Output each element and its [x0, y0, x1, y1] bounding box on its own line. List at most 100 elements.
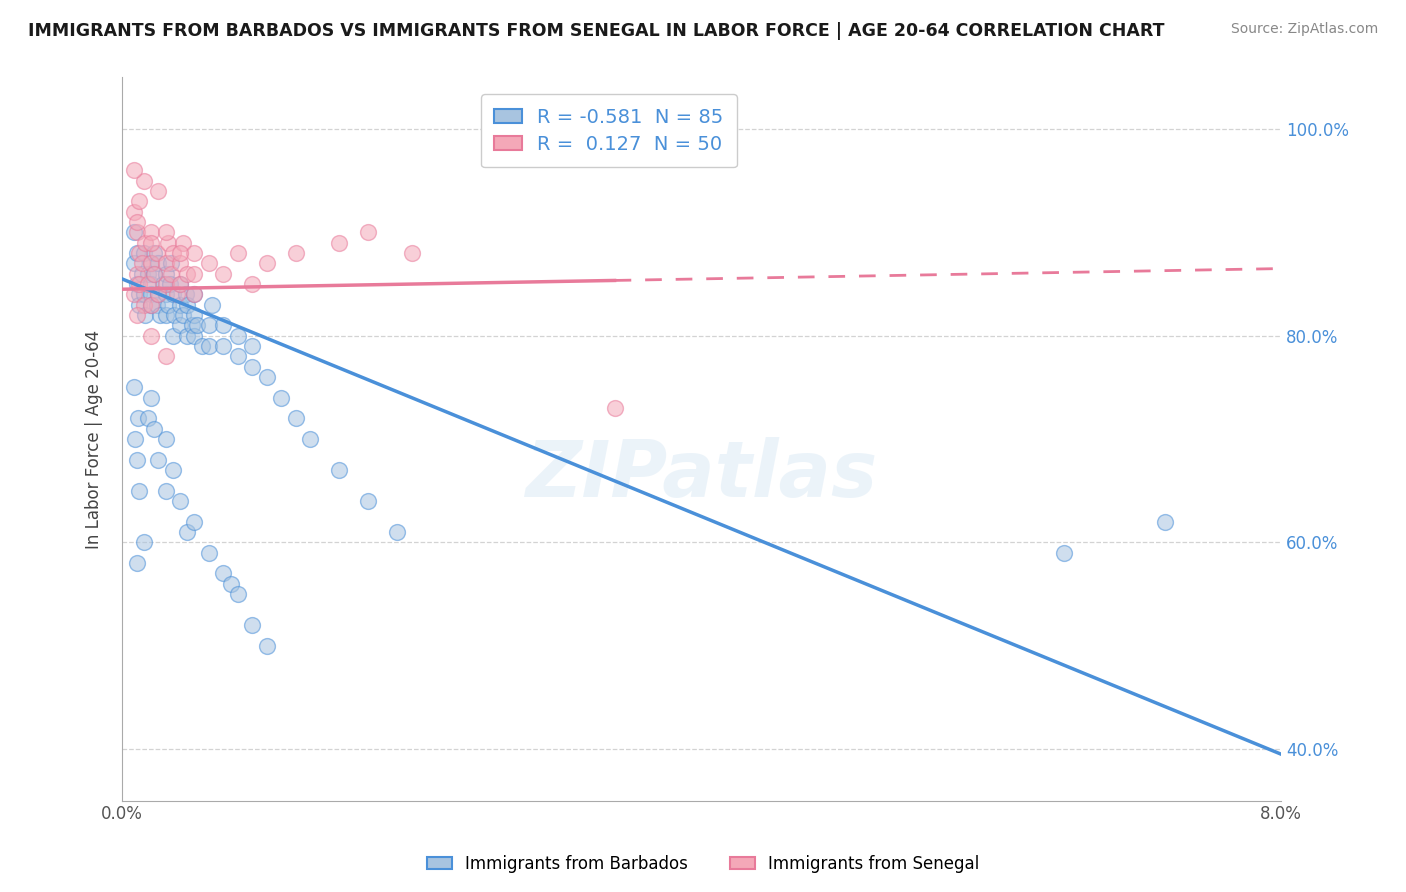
Point [256, 370, 278, 384]
Point [603, 401, 626, 415]
Point [148, 287, 170, 301]
Point [226, 587, 249, 601]
Point [139, 298, 162, 312]
Point [212, 318, 235, 333]
Point [169, 277, 191, 291]
Point [134, 308, 156, 322]
Point [139, 277, 162, 291]
Point [155, 308, 177, 322]
Point [160, 267, 183, 281]
Point [155, 267, 177, 281]
Point [148, 256, 170, 270]
Point [198, 339, 221, 353]
Point [128, 287, 150, 301]
Point [226, 350, 249, 364]
Point [122, 256, 145, 270]
Point [139, 226, 162, 240]
Point [122, 380, 145, 394]
Point [226, 246, 249, 260]
Point [387, 524, 409, 539]
Point [183, 287, 205, 301]
Point [159, 277, 181, 291]
Point [176, 328, 198, 343]
Point [131, 267, 153, 281]
Point [174, 287, 197, 301]
Point [162, 287, 184, 301]
Point [128, 277, 150, 291]
Point [198, 256, 221, 270]
Point [401, 246, 423, 260]
Point [212, 267, 235, 281]
Point [198, 546, 221, 560]
Legend: R = -0.581  N = 85, R =  0.127  N = 50: R = -0.581 N = 85, R = 0.127 N = 50 [481, 95, 737, 168]
Point [132, 287, 155, 301]
Point [169, 298, 191, 312]
Point [357, 226, 380, 240]
Point [299, 432, 322, 446]
Point [198, 318, 221, 333]
Text: Source: ZipAtlas.com: Source: ZipAtlas.com [1230, 22, 1378, 37]
Point [328, 463, 350, 477]
Point [139, 256, 162, 270]
Point [146, 246, 169, 260]
Point [176, 298, 198, 312]
Point [132, 298, 155, 312]
Point [169, 318, 191, 333]
Point [169, 277, 191, 291]
Point [183, 515, 205, 529]
Point [134, 235, 156, 250]
Point [142, 246, 165, 260]
Point [125, 226, 148, 240]
Point [183, 308, 205, 322]
Point [201, 298, 224, 312]
Legend: Immigrants from Barbados, Immigrants from Senegal: Immigrants from Barbados, Immigrants fro… [420, 848, 986, 880]
Point [190, 339, 212, 353]
Point [122, 287, 145, 301]
Point [155, 277, 177, 291]
Point [162, 463, 184, 477]
Point [162, 328, 184, 343]
Point [183, 328, 205, 343]
Point [183, 246, 205, 260]
Y-axis label: In Labor Force | Age 20-64: In Labor Force | Age 20-64 [86, 329, 103, 549]
Point [176, 524, 198, 539]
Point [124, 432, 146, 446]
Point [162, 246, 184, 260]
Point [122, 226, 145, 240]
Point [157, 235, 180, 250]
Point [127, 411, 149, 425]
Point [219, 576, 242, 591]
Point [183, 287, 205, 301]
Point [160, 256, 183, 270]
Point [226, 328, 249, 343]
Point [146, 298, 169, 312]
Point [125, 215, 148, 229]
Point [328, 235, 350, 250]
Point [152, 277, 174, 291]
Point [125, 277, 148, 291]
Point [1154, 515, 1177, 529]
Point [212, 566, 235, 581]
Point [186, 318, 208, 333]
Point [139, 391, 162, 405]
Point [155, 226, 177, 240]
Point [155, 483, 177, 498]
Point [142, 267, 165, 281]
Point [155, 350, 177, 364]
Point [242, 618, 264, 632]
Point [157, 298, 180, 312]
Point [176, 267, 198, 281]
Point [166, 287, 188, 301]
Point [125, 308, 148, 322]
Point [139, 287, 162, 301]
Point [125, 556, 148, 570]
Point [155, 432, 177, 446]
Point [1053, 546, 1076, 560]
Point [212, 339, 235, 353]
Point [242, 339, 264, 353]
Point [270, 391, 292, 405]
Point [125, 452, 148, 467]
Point [132, 174, 155, 188]
Point [242, 277, 264, 291]
Point [169, 256, 191, 270]
